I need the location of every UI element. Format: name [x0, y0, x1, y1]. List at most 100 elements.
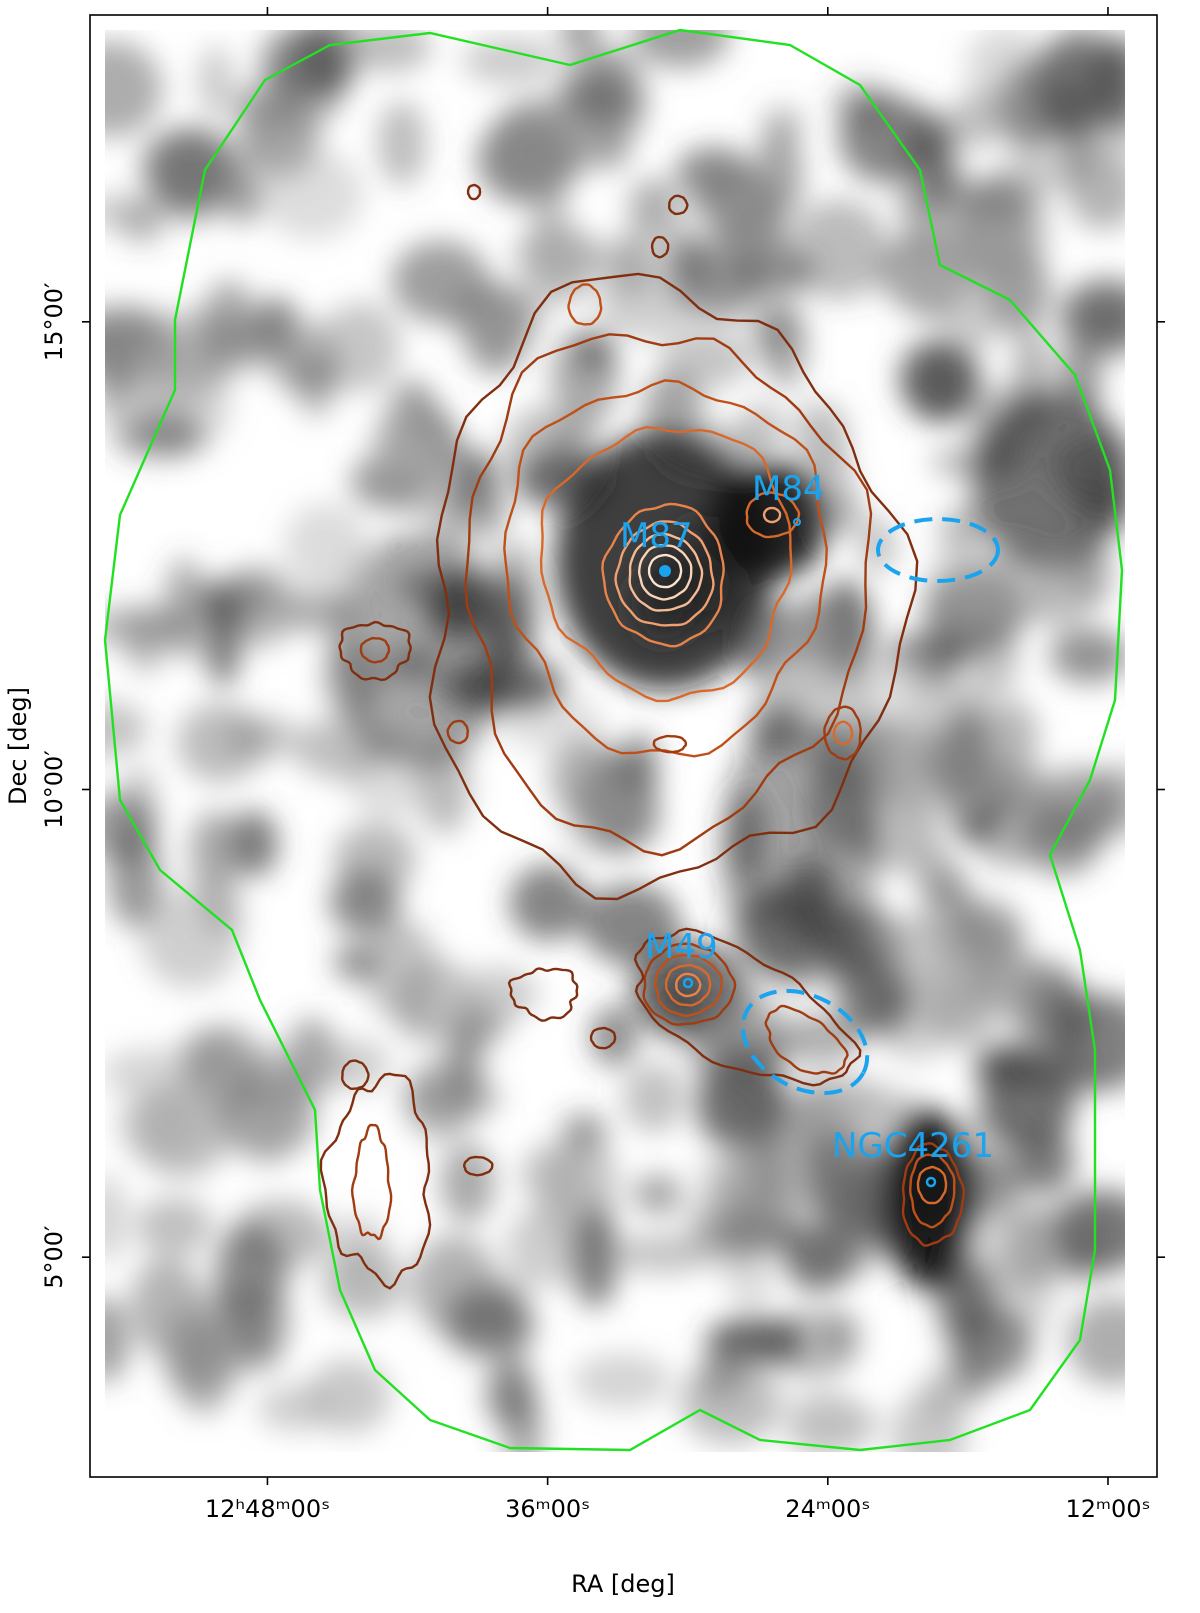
map-blob [372, 407, 434, 484]
map-blob [822, 1084, 917, 1124]
contour [762, 506, 782, 524]
contour [507, 967, 579, 1022]
map-blob [902, 343, 980, 423]
map-blob [127, 610, 164, 674]
contour [745, 491, 801, 539]
contour [319, 1072, 432, 1290]
map-blob [284, 502, 369, 589]
region-ellipse [876, 517, 1000, 583]
x-tick-label: 24ᵐ00ˢ [785, 1495, 870, 1523]
y-tick-label: 15°00′ [40, 283, 68, 362]
map-blob [204, 584, 242, 687]
map-blob [885, 1110, 975, 1290]
map-blob [988, 765, 1060, 822]
source-label: M49 [645, 927, 718, 967]
map-blob [739, 1095, 805, 1159]
map-blob [970, 390, 1125, 570]
y-tick-label: 10°00′ [40, 750, 68, 829]
contour [601, 502, 725, 648]
contour [668, 194, 689, 216]
map-blob [833, 81, 893, 129]
map-blob [403, 1075, 502, 1121]
contour [764, 1004, 849, 1075]
map-blob [732, 248, 814, 296]
map-blob [1049, 628, 1125, 684]
map-blob [632, 1174, 683, 1215]
map-blob [513, 226, 605, 283]
contour [916, 1165, 948, 1205]
x-tick-label: 12ᵐ00ˢ [1065, 1495, 1150, 1523]
source-label: M84 [752, 469, 825, 509]
map-blob [930, 220, 1015, 274]
map-blob [1066, 1297, 1125, 1386]
map-blob [773, 1013, 864, 1064]
map-blob [614, 1233, 713, 1274]
map-blob [788, 199, 890, 301]
contour [908, 1153, 956, 1229]
map-blob [818, 1310, 860, 1361]
map-blob [132, 1080, 231, 1178]
plot-frame [89, 14, 1158, 1478]
y-axis-label: Dec [deg] [4, 687, 32, 805]
xray-map [105, 30, 1125, 1452]
map-blob [1023, 800, 1101, 876]
map-blob [628, 177, 681, 241]
map-blob [1028, 38, 1123, 132]
map-blob [188, 1023, 267, 1111]
map-blob [105, 1174, 127, 1263]
map-blob [710, 460, 830, 580]
contour [614, 520, 715, 627]
map-blobs [105, 30, 1125, 1452]
map-blob [1086, 764, 1125, 835]
map-blob [692, 170, 782, 231]
map-blob [207, 323, 306, 372]
map-blob [1058, 278, 1125, 357]
map-blob [260, 148, 364, 240]
map-blob [938, 1261, 998, 1343]
contour [654, 953, 723, 1018]
map-blob [257, 1384, 332, 1432]
contour [464, 333, 873, 857]
map-blob [521, 1143, 585, 1206]
map-blob [299, 30, 363, 94]
map-blob [986, 699, 1039, 778]
map-blob [197, 45, 234, 119]
map-blob [948, 699, 996, 746]
map-blob [761, 105, 805, 145]
contour [503, 379, 828, 758]
map-blob [844, 650, 936, 691]
map-blob [915, 125, 957, 208]
x-axis-label: RA [deg] [571, 1570, 675, 1598]
source-label: NGC4261 [832, 1126, 994, 1166]
galaxy-marker [925, 1176, 937, 1188]
map-blob [559, 30, 602, 52]
contour [463, 1155, 494, 1177]
contour [539, 425, 793, 703]
map-blob [105, 40, 163, 138]
contour [628, 532, 704, 612]
contour [428, 272, 919, 901]
contour [567, 283, 603, 326]
map-blob [377, 100, 427, 187]
map-blob [749, 303, 795, 360]
contours [319, 183, 966, 1290]
map-blob [227, 810, 279, 878]
map-blob [687, 1032, 784, 1080]
map-blob [949, 92, 1008, 149]
map-blob [631, 30, 730, 68]
map-blob [486, 1358, 535, 1429]
x-tick-label: 12ʰ48ᵐ00ˢ [205, 1495, 330, 1523]
contour [650, 235, 670, 259]
map-blob [177, 702, 264, 783]
map-blob [112, 415, 206, 460]
map-blob [827, 494, 865, 534]
map-blob [965, 30, 1047, 111]
galaxy-marker [682, 977, 694, 989]
y-tick-label: 5°00′ [40, 1226, 68, 1289]
map-blob [489, 97, 591, 193]
map-blob [1000, 149, 1076, 193]
map-blob [571, 1207, 619, 1309]
map-blob [135, 1197, 214, 1256]
map-blob [174, 1320, 234, 1414]
